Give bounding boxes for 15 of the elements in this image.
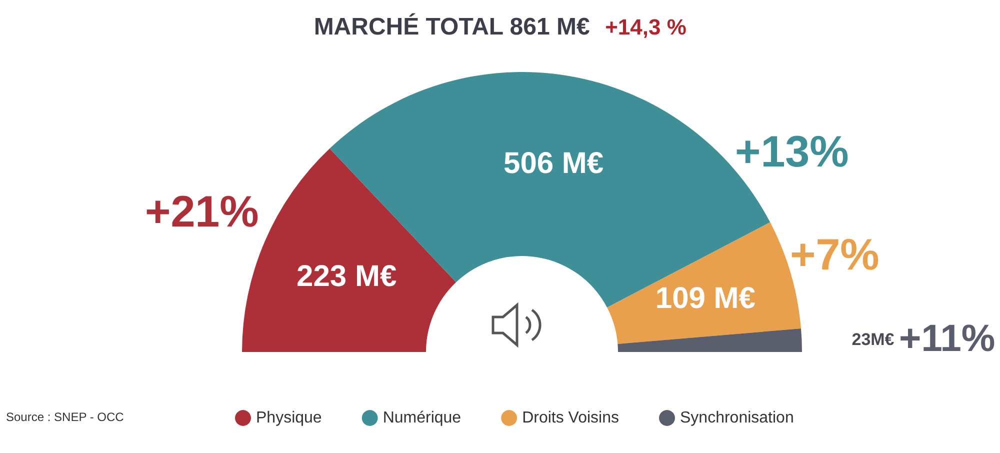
data-label: 109 M€ [655, 282, 756, 316]
text: +13% [735, 128, 849, 176]
text: +7% [790, 230, 880, 280]
legend-label: Droits Voisins [522, 410, 619, 426]
legend-label: Numérique [382, 410, 462, 426]
data-label: 223 M€ [296, 260, 397, 293]
text: +21% [145, 188, 259, 236]
chart-title: MARCHÉ TOTAL 861 M€ [314, 12, 590, 40]
legend-label: Physique [256, 410, 322, 426]
text: +11% [899, 318, 996, 360]
source-note: Source : SNEP - OCC [6, 410, 124, 424]
legend-label: Synchronisation [680, 410, 794, 426]
chart-subtitle: +14,3 % [605, 14, 686, 40]
data-label: 506 M€ [504, 147, 604, 180]
data-label: 23M€ [852, 330, 895, 350]
